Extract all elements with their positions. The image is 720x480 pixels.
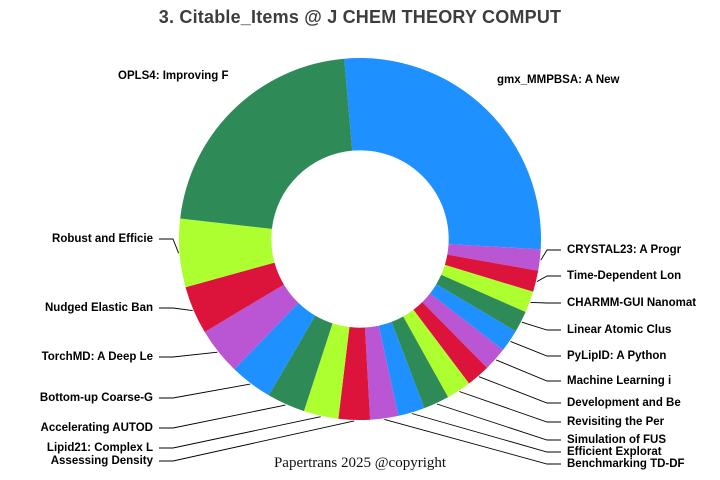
leader-line [159, 416, 321, 449]
pie-slice-4 [436, 274, 526, 332]
pie-slice-10 [378, 321, 425, 416]
leader-line [159, 307, 193, 312]
pie-slice-7 [413, 302, 488, 384]
pie-slice-15 [234, 302, 316, 396]
pie-slice-14 [268, 315, 333, 412]
leader-line [411, 413, 561, 453]
leader-line [510, 340, 561, 357]
slice-label: gmx_MMPBSA: A New [497, 74, 620, 86]
leader-line [436, 403, 561, 441]
pie-slice-9 [391, 316, 449, 409]
slice-label: CHARMM-GUI Nanomat [567, 297, 697, 309]
slice-label: Linear Atomic Clus [567, 324, 672, 336]
pie-slice-12 [338, 327, 371, 421]
leader-line [159, 238, 180, 254]
slice-label: Efficient Explorat [567, 446, 662, 458]
pie-slice-11 [364, 325, 399, 420]
copyright-watermark: Papertrans 2025 @copyright [273, 455, 447, 471]
slice-label: PyLipID: A Python [567, 350, 667, 362]
pie-slice-17 [185, 262, 284, 333]
slice-label: Time-Dependent Lon [567, 270, 682, 282]
leader-line [495, 359, 561, 382]
pie-slice-3 [441, 264, 534, 313]
chart-title: 3. Citable_Items @ J CHEM THEORY COMPUT [158, 7, 562, 27]
leader-line [536, 275, 561, 282]
pie-slice-13 [303, 323, 350, 419]
slice-label: Bottom-up Coarse-G [39, 392, 153, 404]
leader-line [530, 301, 561, 304]
leader-line [159, 420, 355, 462]
slice-label: Simulation of FUS [567, 434, 667, 446]
slice-label: Robust and Efficie [52, 233, 153, 245]
leader-line [159, 404, 286, 429]
leader-line [159, 383, 251, 399]
leader-line [459, 391, 561, 423]
leader-line [384, 418, 561, 465]
leader-line [478, 376, 561, 404]
pie-slice-2 [444, 254, 539, 292]
leader-line [159, 351, 218, 358]
pie-slice-1 [447, 244, 541, 271]
slice-label: Development and Be [567, 397, 681, 409]
pie-slice-5 [430, 284, 516, 351]
leader-line [540, 249, 561, 261]
pie-slice-19 [180, 58, 353, 229]
slice-label: Benchmarking TD-DF [567, 458, 685, 470]
slice-label: Machine Learning i [567, 375, 672, 387]
leader-line [521, 321, 561, 331]
slice-label: Assessing Density [50, 455, 153, 467]
slice-label: OPLS4: Improving F [118, 70, 229, 82]
pie-slice-18 [178, 218, 275, 288]
pie-slice-8 [403, 309, 470, 398]
slice-label: Nudged Elastic Ban [45, 302, 153, 314]
slice-label: Lipid21: Complex L [46, 442, 153, 454]
pie-slice-16 [204, 284, 299, 370]
slice-label: Revisiting the Per [567, 416, 665, 428]
pie-slice-0 [344, 58, 541, 250]
pie-slice-6 [422, 293, 503, 368]
slice-label: TorchMD: A Deep Le [41, 351, 153, 363]
slice-label: Accelerating AUTOD [40, 422, 153, 434]
slice-label: CRYSTAL23: A Progr [567, 244, 682, 256]
